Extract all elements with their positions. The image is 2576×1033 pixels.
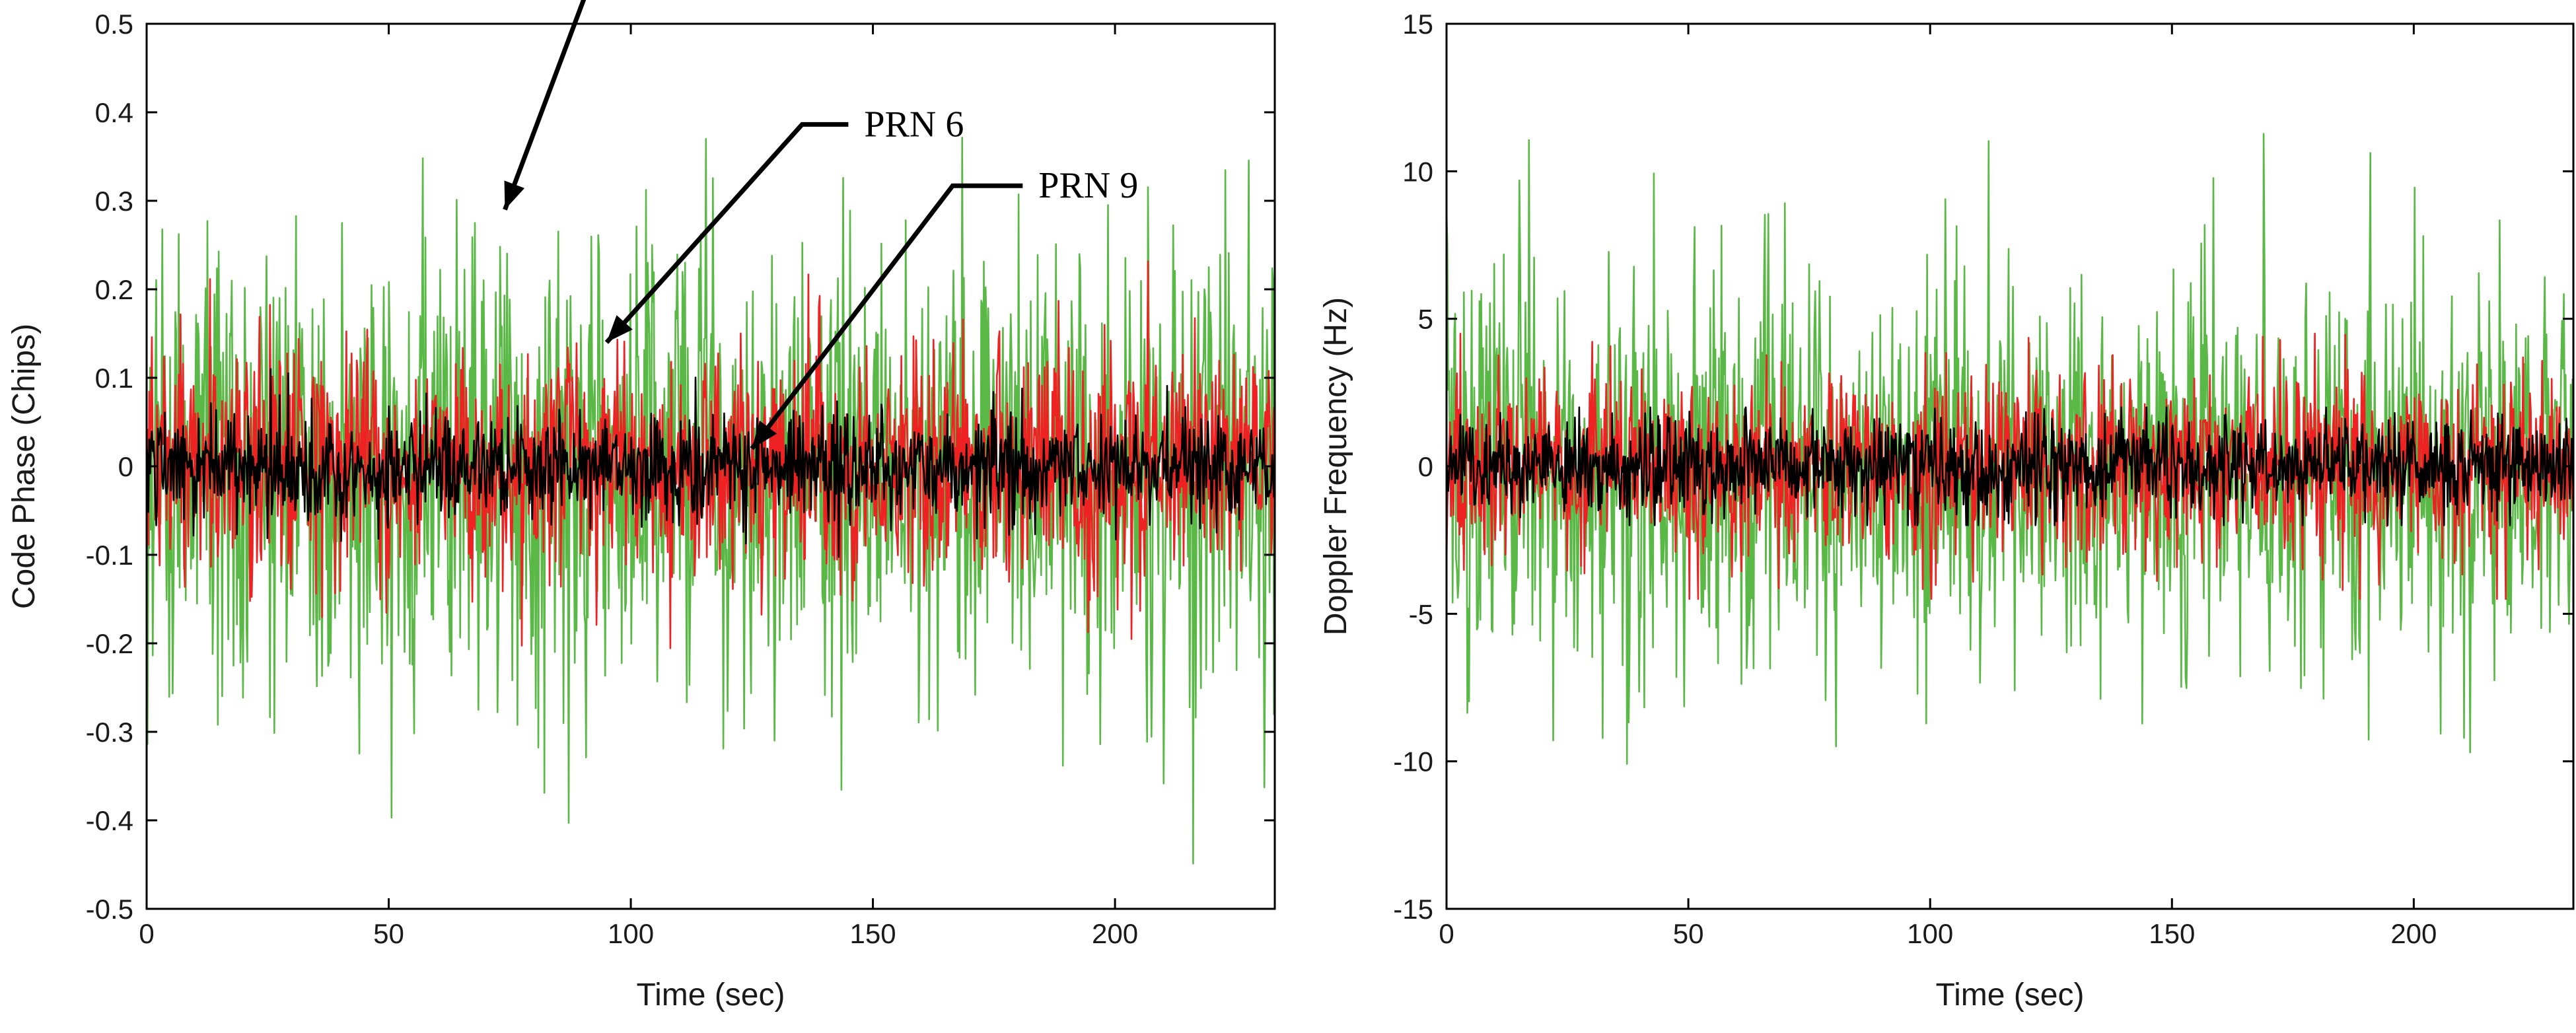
doppler-series-layer — [1447, 133, 2573, 765]
annotation-label-prn-9: PRN 9 — [1038, 165, 1138, 206]
y-tick-label: 0.1 — [95, 363, 133, 394]
y-tick-label: 0.5 — [95, 9, 133, 40]
x-tick-label: 50 — [373, 918, 404, 949]
code-phase-chart: 0 50 100 150 200 -0.5 -0.4 -0.3 -0.2 -0.1 0 0.1 0.2 0… — [7, 0, 1276, 1013]
annotation-arrowhead — [752, 420, 777, 449]
code-phase-ticks: 0 50 100 150 200 -0.5 -0.4 -0.3 -0.2 -0.1 0 0.1 0.2 0… — [86, 9, 1275, 949]
x-tick-label: 150 — [850, 918, 896, 949]
y-tick-label: 10 — [1402, 156, 1433, 187]
x-tick-label: 100 — [1907, 918, 1953, 949]
annotation-label-prn-6: PRN 6 — [864, 104, 964, 145]
x-tick-label: 50 — [1673, 918, 1704, 949]
y-tick-label: -0.2 — [86, 628, 133, 659]
x-tick-label: 150 — [2149, 918, 2195, 949]
y-tick-label: -15 — [1393, 894, 1433, 925]
y-tick-label: -0.5 — [86, 894, 133, 925]
annotation-leader — [503, 0, 587, 211]
doppler-ticks: 0 50 100 150 200 -15 -10 -5 0 5 10 15 — [1393, 9, 2573, 949]
x-tick-label: 200 — [2390, 918, 2437, 949]
y-tick-label: 0.2 — [95, 274, 133, 305]
y-tick-label: 0 — [118, 451, 133, 482]
y-tick-label: -0.1 — [86, 540, 133, 571]
x-tick-label: 100 — [608, 918, 654, 949]
code-phase-series-prn-6 — [147, 260, 1275, 649]
x-tick-label: 0 — [1439, 918, 1454, 949]
x-tick-label: 200 — [1092, 918, 1138, 949]
annotation-leader — [604, 122, 849, 344]
doppler-frequency-chart: 0 50 100 150 200 -15 -10 -5 0 5 10 15 Time (sec) Do… — [1318, 9, 2575, 1013]
x-tick-label: 0 — [139, 918, 154, 949]
doppler-y-axis-label: Doppler Frequency (Hz) — [1318, 297, 1353, 635]
y-tick-label: 0.3 — [95, 186, 133, 217]
doppler-x-axis-label: Time (sec) — [1936, 978, 2085, 1013]
y-tick-label: 0.4 — [95, 97, 133, 128]
y-tick-label: -0.4 — [86, 805, 133, 836]
code-phase-series-layer — [147, 137, 1275, 865]
y-tick-label: 0 — [1418, 451, 1433, 482]
code-phase-x-axis-label: Time (sec) — [637, 978, 785, 1013]
y-tick-label: -10 — [1393, 746, 1433, 777]
y-tick-label: -5 — [1409, 598, 1433, 629]
y-tick-label: -0.3 — [86, 717, 133, 748]
annotation-arrowhead — [504, 180, 525, 210]
y-tick-label: 5 — [1418, 304, 1433, 335]
code-phase-series-prn-9 — [147, 368, 1275, 558]
annotation-leader — [750, 183, 1023, 450]
code-phase-y-axis-label: Code Phase (Chips) — [7, 324, 42, 609]
y-tick-label: 15 — [1402, 9, 1433, 40]
annotation-arrowhead — [606, 315, 633, 343]
doppler-series-3 — [1447, 406, 2573, 526]
